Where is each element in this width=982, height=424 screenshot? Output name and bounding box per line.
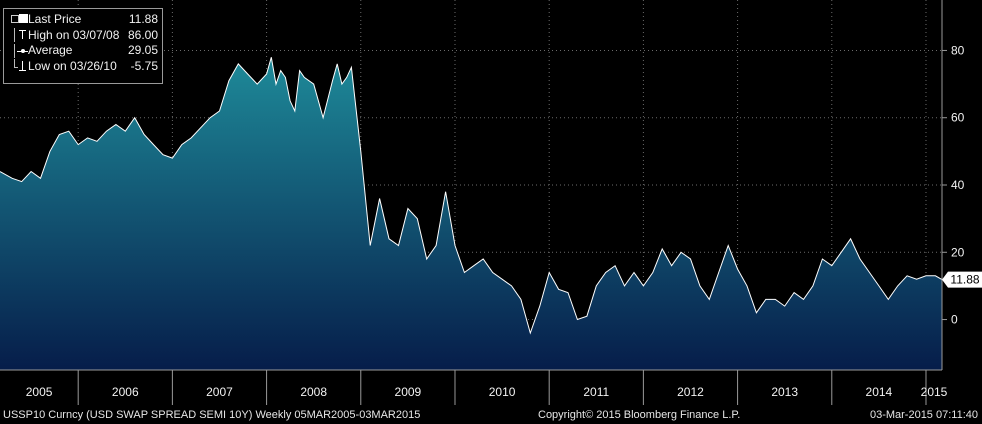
y-axis-ticks: 0 20 40 60 80 — [942, 43, 965, 327]
legend-label: High on 03/07/08 — [28, 27, 120, 42]
last-price-value: 11.88 — [950, 273, 979, 287]
legend-value: -5.75 — [130, 58, 158, 73]
legend-row-average: Average 29.05 — [8, 43, 158, 59]
x-tick-label: 2010 — [489, 385, 516, 399]
footer-bar: USSP10 Curncy (USD SWAP SPREAD SEMI 10Y)… — [0, 406, 982, 424]
series-area — [0, 57, 942, 370]
x-tick-label: 2007 — [206, 385, 233, 399]
x-tick-label: 2012 — [677, 385, 704, 399]
x-tick-label: 2015 — [921, 385, 948, 399]
last-price-label: 11.88 — [942, 271, 982, 288]
legend-value: 86.00 — [127, 27, 158, 42]
legend: Last Price 11.88 High on 03/07/08 86.00 … — [3, 8, 163, 84]
legend-label: Low on 03/26/10 — [28, 58, 117, 73]
x-tick-label: 2013 — [771, 385, 798, 399]
copyright-notice: Copyright© 2015 Bloomberg Finance L.P. — [538, 409, 741, 421]
series-line — [0, 57, 943, 335]
x-tick-label: 2008 — [300, 385, 327, 399]
legend-value: 29.05 — [127, 43, 158, 57]
x-axis-ticks: 2005 2006 2007 2008 2009 2010 2011 2012 2013 2014… — [26, 370, 948, 405]
y-tick-label: 60 — [951, 111, 965, 125]
square-icon — [8, 13, 28, 27]
legend-label: Average — [28, 43, 73, 57]
legend-value: 11.88 — [128, 12, 158, 26]
legend-row-high: High on 03/07/08 86.00 — [8, 28, 158, 44]
y-tick-label: 80 — [951, 43, 965, 57]
y-tick-label: 40 — [951, 178, 965, 192]
y-tick-label: 20 — [951, 245, 965, 259]
low-marker-icon — [8, 59, 28, 73]
x-tick-label: 2005 — [26, 385, 53, 399]
last-price-tag — [942, 271, 982, 288]
legend-row-low: Low on 03/26/10 -5.75 — [8, 59, 158, 75]
timestamp: 03-Mar-2015 07:11:40 — [869, 409, 978, 421]
ticker-description: USSP10 Curncy (USD SWAP SPREAD SEMI 10Y)… — [3, 409, 421, 421]
high-marker-icon — [8, 28, 28, 43]
legend-label: Last Price — [28, 12, 82, 26]
legend-row-last-price: Last Price 11.88 — [8, 12, 158, 28]
x-tick-label: 2006 — [112, 385, 139, 399]
x-tick-label: 2009 — [395, 385, 422, 399]
y-tick-label: 0 — [951, 313, 958, 327]
x-tick-label: 2014 — [866, 385, 893, 399]
average-marker-icon — [8, 43, 28, 58]
x-tick-label: 2011 — [583, 385, 609, 399]
